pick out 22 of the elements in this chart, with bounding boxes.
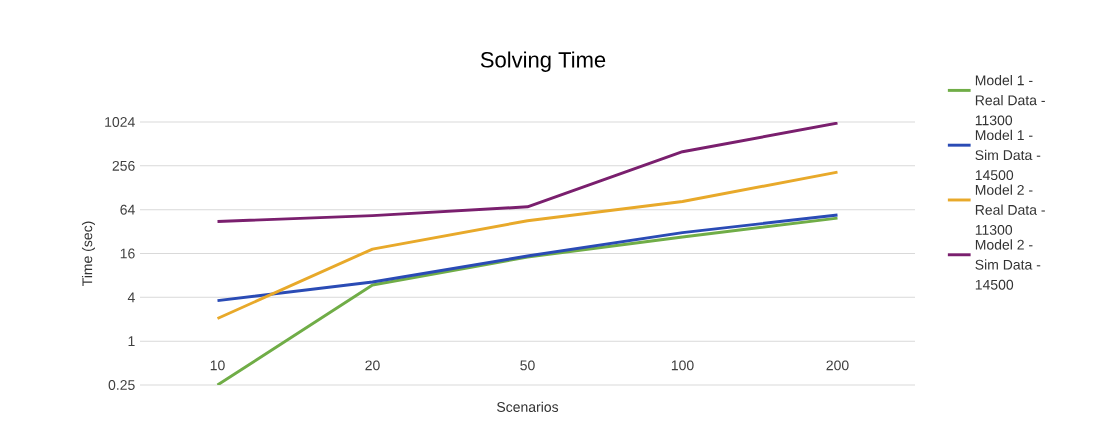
y-tick-label: 4 (127, 292, 135, 303)
x-tick-label: 50 (520, 360, 535, 371)
line-series (216, 213, 839, 303)
x-tick-label: 200 (826, 360, 849, 371)
legend-label: Model 2 - Sim Data - 14500 (975, 239, 1041, 290)
y-axis-title: Time (sec) (81, 221, 95, 286)
chart-title: Solving Time (480, 51, 606, 72)
legend-label: Model 1 - Sim Data - 14500 (975, 129, 1041, 181)
legend-label: Model 1 - Real Data - 11300 (975, 75, 1045, 126)
x-tick-label: 100 (671, 360, 694, 371)
y-tick-label: 1 (128, 336, 135, 346)
legend-label: Model 2 - Real Data - 11300 (975, 184, 1045, 235)
y-tick-label: 0.25 (108, 380, 135, 390)
x-tick-label: 10 (210, 360, 225, 371)
line-series (216, 122, 839, 223)
x-tick-label: 20 (365, 360, 380, 371)
line-series (216, 170, 839, 320)
y-tick-label: 16 (120, 248, 135, 259)
y-tick-label: 256 (112, 160, 135, 171)
y-tick-label: 1024 (105, 117, 135, 127)
y-tick-label: 64 (120, 204, 135, 215)
x-axis-title: Scenarios (497, 401, 559, 412)
